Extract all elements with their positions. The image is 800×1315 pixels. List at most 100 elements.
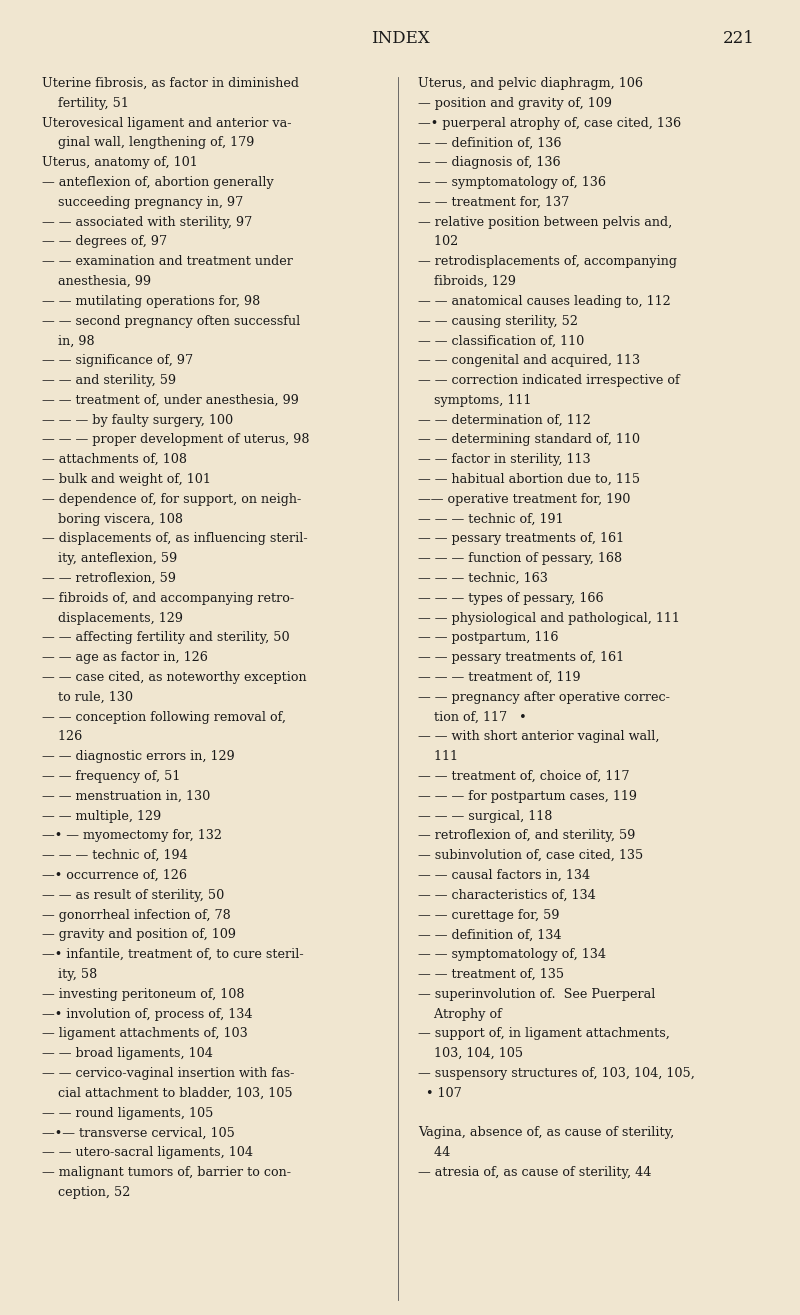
Text: — — mutilating operations for, 98: — — mutilating operations for, 98	[42, 295, 260, 308]
Text: — — age as factor in, 126: — — age as factor in, 126	[42, 651, 208, 664]
Text: — — treatment of, choice of, 117: — — treatment of, choice of, 117	[418, 771, 630, 782]
Text: — — definition of, 136: — — definition of, 136	[418, 137, 562, 150]
Text: — — symptomatology of, 134: — — symptomatology of, 134	[418, 948, 606, 961]
Text: — ligament attachments of, 103: — ligament attachments of, 103	[42, 1027, 248, 1040]
Text: — — curettage for, 59: — — curettage for, 59	[418, 909, 559, 922]
Text: — — significance of, 97: — — significance of, 97	[42, 354, 193, 367]
Text: — — classification of, 110: — — classification of, 110	[418, 334, 584, 347]
Text: — attachments of, 108: — attachments of, 108	[42, 454, 187, 467]
Text: fertility, 51: fertility, 51	[42, 97, 129, 109]
Text: —• puerperal atrophy of, case cited, 136: —• puerperal atrophy of, case cited, 136	[418, 117, 681, 130]
Text: Uterovesical ligament and anterior va-: Uterovesical ligament and anterior va-	[42, 117, 291, 130]
Text: — retroflexion of, and sterility, 59: — retroflexion of, and sterility, 59	[418, 830, 635, 843]
Text: — — examination and treatment under: — — examination and treatment under	[42, 255, 293, 268]
Text: — — congenital and acquired, 113: — — congenital and acquired, 113	[418, 354, 640, 367]
Text: — — — technic of, 194: — — — technic of, 194	[42, 849, 188, 863]
Text: — suspensory structures of, 103, 104, 105,: — suspensory structures of, 103, 104, 10…	[418, 1066, 695, 1080]
Text: Atrophy of: Atrophy of	[418, 1007, 502, 1020]
Text: —• involution of, process of, 134: —• involution of, process of, 134	[42, 1007, 253, 1020]
Text: — — causing sterility, 52: — — causing sterility, 52	[418, 314, 578, 327]
Text: — — utero-sacral ligaments, 104: — — utero-sacral ligaments, 104	[42, 1147, 253, 1160]
Text: ginal wall, lengthening of, 179: ginal wall, lengthening of, 179	[42, 137, 254, 150]
Text: — — symptomatology of, 136: — — symptomatology of, 136	[418, 176, 606, 189]
Text: 221: 221	[723, 30, 755, 47]
Text: — investing peritoneum of, 108: — investing peritoneum of, 108	[42, 988, 245, 1001]
Text: — — treatment of, under anesthesia, 99: — — treatment of, under anesthesia, 99	[42, 393, 299, 406]
Text: 126: 126	[42, 730, 82, 743]
Text: — — causal factors in, 134: — — causal factors in, 134	[418, 869, 590, 882]
Text: in, 98: in, 98	[42, 334, 94, 347]
Text: — — definition of, 134: — — definition of, 134	[418, 928, 562, 942]
Text: —• infantile, treatment of, to cure steril-: —• infantile, treatment of, to cure ster…	[42, 948, 304, 961]
Text: — — anatomical causes leading to, 112: — — anatomical causes leading to, 112	[418, 295, 670, 308]
Text: — — multiple, 129: — — multiple, 129	[42, 810, 162, 823]
Text: — displacements of, as influencing steril-: — displacements of, as influencing steri…	[42, 533, 308, 546]
Text: — dependence of, for support, on neigh-: — dependence of, for support, on neigh-	[42, 493, 302, 506]
Text: boring viscera, 108: boring viscera, 108	[42, 513, 183, 526]
Text: — gonorrheal infection of, 78: — gonorrheal infection of, 78	[42, 909, 230, 922]
Text: — — and sterility, 59: — — and sterility, 59	[42, 373, 176, 387]
Text: — — — surgical, 118: — — — surgical, 118	[418, 810, 552, 823]
Text: —• occurrence of, 126: —• occurrence of, 126	[42, 869, 187, 882]
Text: anesthesia, 99: anesthesia, 99	[42, 275, 151, 288]
Text: —•— transverse cervical, 105: —•— transverse cervical, 105	[42, 1127, 235, 1139]
Text: — — degrees of, 97: — — degrees of, 97	[42, 235, 167, 249]
Text: INDEX: INDEX	[370, 30, 430, 47]
Text: — — — technic, 163: — — — technic, 163	[418, 572, 548, 585]
Text: — superinvolution of.  See Puerperal: — superinvolution of. See Puerperal	[418, 988, 655, 1001]
Text: — bulk and weight of, 101: — bulk and weight of, 101	[42, 473, 211, 487]
Text: — — round ligaments, 105: — — round ligaments, 105	[42, 1107, 214, 1119]
Text: tion of, 117   •: tion of, 117 •	[418, 710, 526, 723]
Text: 103, 104, 105: 103, 104, 105	[418, 1047, 523, 1060]
Text: — support of, in ligament attachments,: — support of, in ligament attachments,	[418, 1027, 670, 1040]
Text: — fibroids of, and accompanying retro-: — fibroids of, and accompanying retro-	[42, 592, 294, 605]
Text: 44: 44	[418, 1147, 450, 1160]
Text: — — diagnosis of, 136: — — diagnosis of, 136	[418, 156, 561, 170]
Text: — malignant tumors of, barrier to con-: — malignant tumors of, barrier to con-	[42, 1166, 291, 1180]
Text: — — affecting fertility and sterility, 50: — — affecting fertility and sterility, 5…	[42, 631, 290, 644]
Text: — subinvolution of, case cited, 135: — subinvolution of, case cited, 135	[418, 849, 643, 863]
Text: cial attachment to bladder, 103, 105: cial attachment to bladder, 103, 105	[42, 1086, 293, 1099]
Text: fibroids, 129: fibroids, 129	[418, 275, 516, 288]
Text: — — physiological and pathological, 111: — — physiological and pathological, 111	[418, 611, 680, 625]
Text: — — second pregnancy often successful: — — second pregnancy often successful	[42, 314, 300, 327]
Text: —• — myomectomy for, 132: —• — myomectomy for, 132	[42, 830, 222, 843]
Text: — — — for postpartum cases, 119: — — — for postpartum cases, 119	[418, 790, 637, 802]
Text: — — broad ligaments, 104: — — broad ligaments, 104	[42, 1047, 213, 1060]
Text: — — postpartum, 116: — — postpartum, 116	[418, 631, 558, 644]
Text: — — with short anterior vaginal wall,: — — with short anterior vaginal wall,	[418, 730, 659, 743]
Text: — — — function of pessary, 168: — — — function of pessary, 168	[418, 552, 622, 565]
Text: — relative position between pelvis and,: — relative position between pelvis and,	[418, 216, 672, 229]
Text: Uterine fibrosis, as factor in diminished: Uterine fibrosis, as factor in diminishe…	[42, 78, 299, 89]
Text: — — menstruation in, 130: — — menstruation in, 130	[42, 790, 210, 802]
Text: ception, 52: ception, 52	[42, 1186, 130, 1199]
Text: — — conception following removal of,: — — conception following removal of,	[42, 710, 286, 723]
Text: — — as result of sterility, 50: — — as result of sterility, 50	[42, 889, 224, 902]
Text: — — frequency of, 51: — — frequency of, 51	[42, 771, 180, 782]
Text: — — treatment for, 137: — — treatment for, 137	[418, 196, 570, 209]
Text: Uterus, anatomy of, 101: Uterus, anatomy of, 101	[42, 156, 198, 170]
Text: — — correction indicated irrespective of: — — correction indicated irrespective of	[418, 373, 680, 387]
Text: 111: 111	[418, 750, 458, 763]
Text: — — pessary treatments of, 161: — — pessary treatments of, 161	[418, 651, 624, 664]
Text: — — — treatment of, 119: — — — treatment of, 119	[418, 671, 581, 684]
Text: — — — by faulty surgery, 100: — — — by faulty surgery, 100	[42, 414, 233, 426]
Text: to rule, 130: to rule, 130	[42, 690, 133, 704]
Text: — — characteristics of, 134: — — characteristics of, 134	[418, 889, 596, 902]
Text: — — — technic of, 191: — — — technic of, 191	[418, 513, 564, 526]
Text: 102: 102	[418, 235, 458, 249]
Text: ity, anteflexion, 59: ity, anteflexion, 59	[42, 552, 178, 565]
Text: — — — types of pessary, 166: — — — types of pessary, 166	[418, 592, 604, 605]
Text: — — retroflexion, 59: — — retroflexion, 59	[42, 572, 176, 585]
Text: Vagina, absence of, as cause of sterility,: Vagina, absence of, as cause of sterilit…	[418, 1127, 674, 1139]
Text: — — habitual abortion due to, 115: — — habitual abortion due to, 115	[418, 473, 640, 487]
Text: symptoms, 111: symptoms, 111	[418, 393, 531, 406]
Text: —— operative treatment for, 190: —— operative treatment for, 190	[418, 493, 630, 506]
Text: — anteflexion of, abortion generally: — anteflexion of, abortion generally	[42, 176, 274, 189]
Text: — — associated with sterility, 97: — — associated with sterility, 97	[42, 216, 252, 229]
Text: — — pregnancy after operative correc-: — — pregnancy after operative correc-	[418, 690, 670, 704]
Text: — — determination of, 112: — — determination of, 112	[418, 414, 591, 426]
Text: displacements, 129: displacements, 129	[42, 611, 183, 625]
Text: — — case cited, as noteworthy exception: — — case cited, as noteworthy exception	[42, 671, 306, 684]
Text: — — diagnostic errors in, 129: — — diagnostic errors in, 129	[42, 750, 234, 763]
